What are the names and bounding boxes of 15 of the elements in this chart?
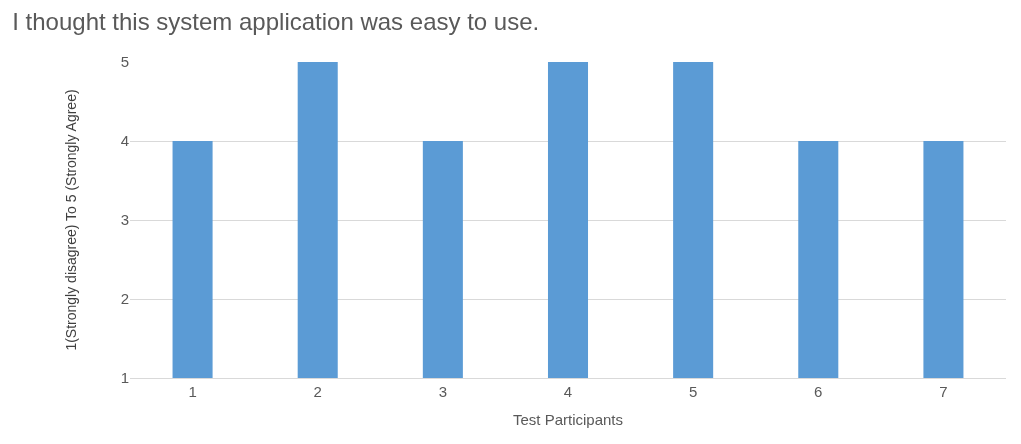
y-tick-label: 3 bbox=[120, 211, 129, 229]
x-tick-label: 5 bbox=[688, 383, 698, 400]
y-axis-title: 1(Strongly disagree) To 5 (Strongly Agree) bbox=[63, 89, 80, 351]
x-tick-label: 7 bbox=[939, 383, 948, 400]
y-tick-label: 1 bbox=[120, 369, 129, 387]
y-tick-label: 2 bbox=[120, 290, 129, 308]
x-tick-label: 4 bbox=[563, 383, 573, 400]
x-tick-label: 6 bbox=[814, 383, 823, 400]
y-tick-label: 4 bbox=[120, 132, 129, 150]
chart-title: I thought this system application was easy to use. bbox=[12, 8, 540, 36]
y-tick-label: 5 bbox=[120, 53, 129, 71]
x-tick-label: 3 bbox=[438, 383, 448, 400]
x-tick-label: 2 bbox=[313, 383, 322, 400]
x-tick-label: 1 bbox=[188, 383, 197, 400]
x-axis-title: Test Participants bbox=[512, 411, 624, 428]
